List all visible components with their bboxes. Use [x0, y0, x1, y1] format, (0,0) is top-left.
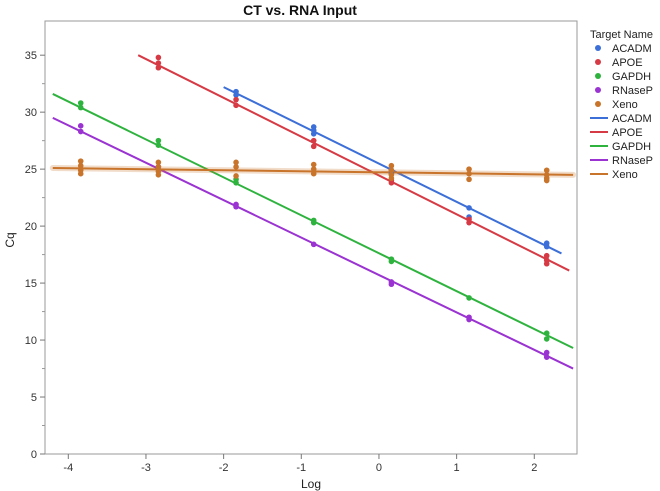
legend-label: RNaseP	[612, 85, 653, 97]
point-gapdh	[310, 219, 317, 226]
point-xeno	[466, 170, 472, 177]
point-apoe	[310, 143, 317, 150]
point-acadm	[310, 131, 317, 137]
legend-marker-gapdh	[595, 73, 601, 79]
y-axis: 0 5 10 15 20 25 30 35	[25, 50, 45, 461]
point-gapdh	[466, 295, 472, 301]
point-xeno	[233, 164, 239, 170]
x-tick-label: 1	[454, 462, 460, 474]
point-rnasep	[310, 241, 317, 248]
point-apoe	[310, 137, 317, 144]
point-rnasep	[543, 354, 550, 360]
point-xeno	[77, 158, 84, 164]
point-xeno	[233, 159, 239, 166]
point-xeno	[466, 166, 472, 172]
y-tick-label: 0	[31, 449, 37, 461]
legend-label: RNaseP	[612, 155, 653, 167]
point-acadm	[233, 92, 239, 98]
plot-frame	[44, 20, 578, 455]
y-tick-label: 20	[25, 221, 37, 233]
x-tick-label: -2	[219, 462, 229, 474]
legend-title: Target Name	[590, 29, 653, 41]
point-apoe	[155, 54, 162, 61]
point-gapdh	[77, 100, 84, 106]
legend-label: Xeno	[612, 169, 638, 181]
legend-marker-apoe	[595, 59, 601, 65]
x-tick-label: -1	[296, 462, 306, 474]
legend-marker-acadm	[595, 45, 601, 51]
point-apoe	[466, 219, 472, 226]
point-xeno	[77, 162, 84, 169]
legend-label: APOE	[612, 127, 643, 139]
legend-label: Xeno	[612, 99, 638, 111]
x-tick-label: 0	[376, 462, 382, 474]
point-apoe	[155, 60, 162, 66]
point-xeno	[233, 173, 239, 179]
point-xeno	[155, 159, 162, 166]
x-axis: -4 -3 -2 -1 0 1 2	[63, 454, 537, 474]
point-apoe	[155, 64, 162, 71]
legend-label: GAPDH	[612, 71, 651, 83]
point-gapdh	[543, 336, 550, 342]
x-tick-label: -3	[141, 462, 151, 474]
data-points	[77, 54, 550, 360]
y-tick-label: 5	[31, 392, 37, 404]
point-acadm	[543, 243, 550, 250]
point-rnasep	[77, 123, 84, 129]
x-tick-label: 2	[531, 462, 537, 474]
y-axis-label: Cq	[3, 232, 17, 247]
point-gapdh	[155, 137, 162, 144]
chart-title: CT vs. RNA Input	[243, 2, 357, 18]
point-xeno	[310, 166, 317, 172]
y-tick-label: 25	[25, 164, 37, 176]
x-tick-label: -4	[63, 462, 73, 474]
point-gapdh	[543, 330, 550, 337]
y-tick-label: 10	[25, 335, 37, 347]
point-gapdh	[233, 180, 239, 186]
point-apoe	[543, 260, 550, 267]
point-xeno	[388, 162, 395, 169]
y-tick-label: 30	[25, 107, 37, 119]
point-rnasep	[233, 203, 239, 210]
y-tick-label: 15	[25, 278, 37, 290]
y-tick-label: 35	[25, 50, 37, 62]
point-xeno	[466, 176, 472, 183]
legend-marker-rnasep	[595, 87, 601, 93]
point-xeno	[543, 167, 550, 174]
point-apoe	[388, 180, 395, 186]
point-xeno	[310, 170, 317, 177]
point-apoe	[233, 96, 239, 103]
point-xeno	[388, 175, 395, 182]
point-xeno	[310, 161, 317, 168]
point-xeno	[155, 172, 162, 178]
legend-label: ACADM	[612, 113, 652, 125]
legend-marker-xeno	[595, 101, 601, 107]
point-gapdh	[155, 142, 162, 149]
legend-label: ACADM	[612, 43, 652, 55]
legend-label: GAPDH	[612, 141, 651, 153]
legend-label: APOE	[612, 57, 643, 69]
point-xeno	[155, 164, 162, 170]
point-apoe	[233, 102, 239, 109]
point-gapdh	[388, 258, 395, 265]
fit-line-apoe	[137, 54, 570, 272]
point-xeno	[543, 177, 550, 184]
x-axis-label: Log	[301, 477, 321, 491]
point-apoe	[543, 252, 550, 259]
point-rnasep	[543, 349, 550, 356]
point-xeno	[77, 170, 84, 177]
point-rnasep	[388, 281, 395, 288]
point-xeno	[388, 167, 395, 174]
point-acadm	[466, 205, 472, 211]
point-rnasep	[466, 316, 472, 323]
point-gapdh	[77, 104, 84, 111]
point-rnasep	[77, 128, 84, 135]
legend: Target Name ACADM APOE GAPDH RNaseP Xeno ACAD…	[590, 29, 653, 181]
